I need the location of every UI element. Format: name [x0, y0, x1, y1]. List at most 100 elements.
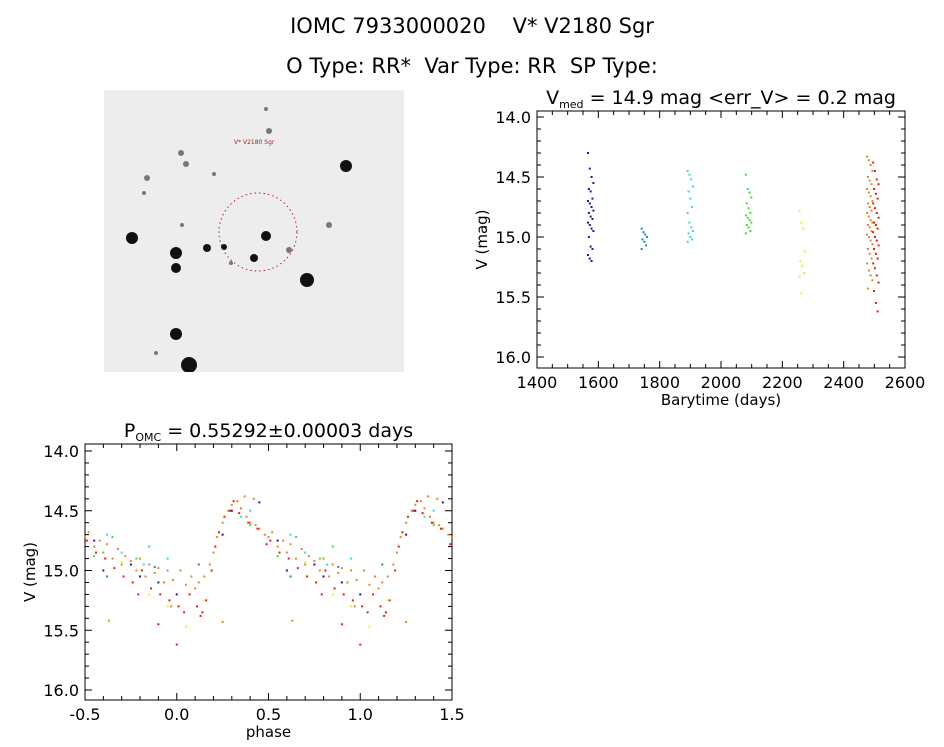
data-point [874, 224, 877, 226]
data-point [93, 539, 96, 542]
data-point [168, 599, 171, 602]
data-point [381, 581, 384, 584]
data-point [586, 200, 589, 202]
title-main: V [546, 87, 559, 109]
data-point [184, 625, 187, 628]
data-point [877, 281, 880, 284]
data-point [304, 561, 307, 564]
data-point [866, 262, 869, 265]
data-point [263, 533, 266, 536]
data-point [142, 563, 145, 566]
data-point [208, 563, 211, 566]
data-point [401, 531, 404, 534]
data-point [249, 521, 252, 524]
data-point [221, 533, 224, 536]
data-point [157, 567, 160, 570]
data-point [588, 224, 591, 226]
data-point [866, 248, 869, 250]
data-point [289, 575, 292, 578]
data-point [98, 539, 101, 542]
y-axis-label: V (mag) [21, 542, 39, 602]
data-point [414, 503, 417, 506]
data-point [350, 605, 353, 608]
data-point [197, 563, 200, 566]
data-point [179, 569, 182, 572]
data-point [591, 218, 594, 220]
data-point [868, 226, 871, 229]
data-point [315, 581, 318, 584]
data-point [869, 164, 872, 166]
data-point [867, 191, 870, 194]
data-point [747, 226, 750, 229]
data-point [872, 161, 875, 164]
data-point [238, 512, 241, 515]
data-point [875, 239, 878, 242]
data-point [214, 545, 217, 548]
data-point [236, 500, 239, 503]
data-point [148, 563, 151, 566]
data-point [85, 539, 88, 542]
data-point [749, 230, 752, 232]
data-point [337, 571, 340, 574]
data-point [432, 521, 435, 524]
data-point [427, 495, 430, 498]
data-point [239, 507, 242, 510]
data-point [368, 583, 371, 586]
x-axis-label: phase [246, 723, 291, 741]
data-point [287, 557, 290, 560]
data-point [199, 614, 202, 617]
data-point [799, 260, 802, 262]
data-point [265, 543, 268, 546]
data-point [690, 226, 693, 229]
x-tick-label: 1400 [517, 373, 558, 392]
data-point [379, 605, 382, 608]
data-point [866, 202, 869, 205]
data-point [876, 257, 879, 260]
data-point [295, 557, 298, 560]
data-point [877, 183, 880, 186]
data-point [205, 599, 208, 602]
data-point [687, 232, 690, 235]
data-point [587, 236, 590, 238]
data-point [587, 188, 590, 190]
data-point [645, 244, 648, 247]
data-point [874, 302, 877, 304]
data-point [875, 212, 878, 214]
data-point [106, 533, 109, 536]
data-point [353, 605, 356, 608]
data-point [866, 287, 869, 290]
x-tick-label: 1.0 [348, 705, 373, 724]
data-point [93, 555, 96, 558]
data-point [587, 212, 590, 214]
data-point [159, 593, 162, 596]
data-point [203, 575, 206, 578]
data-point [873, 267, 876, 270]
data-point [748, 191, 751, 194]
x-tick-label: 2600 [885, 373, 926, 392]
data-point [227, 509, 230, 512]
target-circle [218, 192, 298, 272]
data-point [137, 593, 140, 596]
data-point [322, 575, 325, 578]
data-point [428, 515, 431, 518]
data-point [271, 531, 274, 534]
data-point [875, 178, 878, 181]
data-point [106, 543, 109, 546]
data-point [798, 209, 801, 212]
data-point [377, 587, 380, 590]
data-point [201, 611, 204, 614]
data-point [170, 605, 173, 608]
y-tick-label: 16.0 [43, 681, 79, 700]
data-point [800, 221, 803, 224]
data-point [590, 176, 593, 178]
chart-1: 14.0 14.5 15.0 15.5 16.0 -0.5 0.0 0.5 1.0 1.5 phas… [21, 420, 465, 741]
data-point [139, 575, 142, 578]
data-point [749, 212, 752, 214]
data-point [867, 215, 870, 218]
data-point [355, 579, 358, 582]
y-tick-label: 14.0 [495, 108, 531, 127]
data-point [868, 179, 871, 182]
data-point [421, 512, 424, 515]
data-point [276, 555, 279, 558]
data-point [586, 221, 589, 224]
